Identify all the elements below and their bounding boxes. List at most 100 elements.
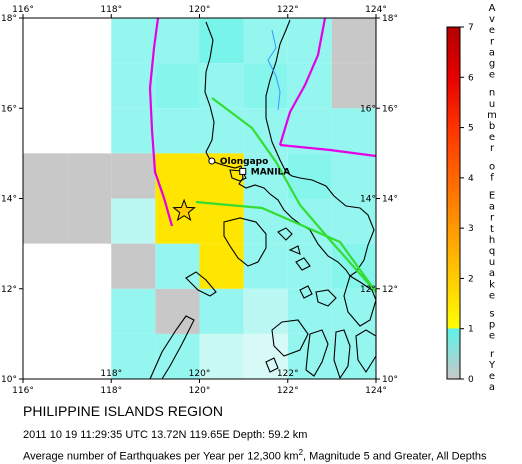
rate-cell [331,18,376,64]
rate-cell [111,288,156,334]
panay-coastline [271,319,309,357]
lat-label-left: 10° [1,375,17,385]
lon-label-inner: 118° [100,369,122,379]
colorbar-title-letter: t [490,224,494,235]
colorbar-title-letter: e [489,290,495,301]
rate-cell [331,153,376,199]
rate-cell [199,108,244,154]
rate-cell [243,18,288,64]
colorbar-title-letter: e [489,331,495,342]
region-title: PHILIPPINE ISLANDS REGION [23,403,223,419]
philippine-trench-north [278,17,327,146]
colorbar-title-letter: u [489,99,495,110]
river [267,29,281,111]
colorbar-title-letter: g [489,59,495,70]
rate-cell [287,63,332,109]
lat-label-right: 10° [382,375,398,385]
rate-cell [199,288,244,334]
colorbar-title-letter: m [487,110,497,121]
colorbar-tick-label: 4 [468,174,474,184]
lon-label-inner: 122° [277,369,299,379]
lon-label-bottom: 120° [189,386,211,396]
rate-cell [243,288,288,334]
capital-label: MANILA [251,167,291,177]
colorbar-scale [446,26,461,380]
event-info: 2011 10 19 11:29:35 UTC 13.72N 119.65E D… [23,429,308,441]
colorbar-tick-label: 3 [468,224,474,234]
rate-cell [331,333,376,379]
rate-cell [111,198,156,244]
colorbar-title-letter: h [489,235,495,246]
colorbar-title-letter: r [490,213,495,224]
rate-cell [243,333,288,379]
colorbar-tick-label: 0 [468,375,474,385]
lon-label-inner: 120° [189,369,211,379]
rate-cell [155,288,200,334]
rate-cell [111,108,156,154]
lon-label-top: 120° [189,5,211,15]
rate-cell [199,333,244,379]
lon-label-top: 122° [277,5,299,15]
rate-cell [155,18,200,64]
colorbar-title-letter: r [490,143,495,154]
masbate-coastline [315,289,337,307]
philippine-trench-east [279,143,377,158]
rate-cell [331,288,376,334]
faults [195,97,377,293]
rate-cell [199,18,244,64]
colorbar-title-letter: e [489,371,495,382]
rate-cell [155,243,200,289]
colorbar-title-letter: v [489,14,495,25]
lon-label-bottom: 118° [100,386,122,396]
marinduque-coastline [277,227,293,241]
rate-cell [155,333,200,379]
rate-cell [287,288,332,334]
philippine-fault [211,97,377,293]
lon-label-bottom: 122° [277,386,299,396]
lat-label-left: 14° [1,195,17,205]
colorbar-title-letter: p [489,320,495,331]
lon-label-bottom: 116° [12,386,34,396]
colorbar-title-letter: s [489,309,494,320]
colorbar-title-letter: r [490,36,495,47]
lon-label-bottom: 124° [365,386,387,396]
fault-branch [195,200,377,293]
rate-description-suffix: , Magnitude 5 and Greater, All Depths [303,450,487,463]
palawan-coastline [149,315,195,380]
colorbar-title-letter: e [489,25,495,36]
rate-cell [155,108,200,154]
lat-label-inner: 14° [360,195,376,205]
rate-cell [243,243,288,289]
colorbar-title-letter: a [489,202,495,213]
palawan-tip [185,271,217,297]
mindoro-coastline [223,217,267,267]
small-islands [265,245,313,373]
rate-cell [199,243,244,289]
colorbar-title-letter: k [489,279,495,290]
rate-grid [23,18,376,379]
rate-description-superscript: 2 [298,448,304,457]
lat-label-right: 18° [382,14,398,24]
colorbar-title-letter: Y [488,360,496,371]
colorbar-title-letter: n [489,88,495,99]
rate-cell [287,153,332,199]
colorbar-title-letter: a [489,382,495,393]
rate-cell [111,18,156,64]
rate-cell [331,198,376,244]
lat-label-left: 16° [1,104,17,114]
rate-cell [155,198,200,244]
colorbar-title-letter: o [489,161,495,172]
colorbar-tick-label: 6 [468,73,474,83]
lat-label-inner: 12° [360,285,376,295]
rate-description-text: Average number of Earthquakes per Year p… [23,450,299,463]
coastlines [149,19,377,380]
colorbar-title-letter: A [489,3,496,14]
city-marker [208,157,216,165]
colorbar-title-letter: r [490,349,495,360]
colorbar-title-letter: a [489,47,495,58]
lat-label-left: 12° [1,285,17,295]
rate-cell [155,63,200,109]
lat-label-left: 18° [1,14,17,24]
